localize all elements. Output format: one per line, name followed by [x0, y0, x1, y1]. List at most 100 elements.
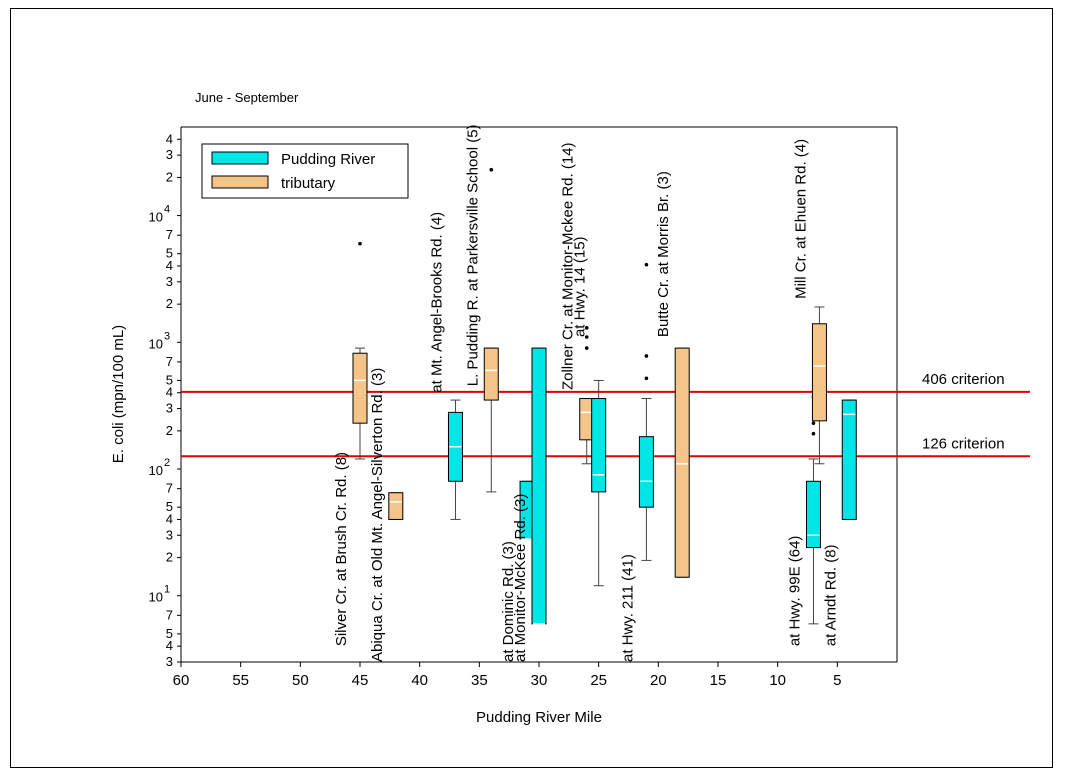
box-tributary — [811, 306, 827, 465]
box-tributary — [483, 167, 499, 493]
x-tick-label: 10 — [769, 672, 786, 689]
x-tick-label: 60 — [173, 672, 190, 689]
box-pudding-river — [638, 262, 654, 561]
box-iqr — [531, 347, 547, 625]
outlier-point — [811, 431, 816, 436]
outlier-point — [584, 326, 589, 330]
box-label: L. Pudding R. at Parkersville School (5) — [464, 124, 481, 386]
box-label: at Hwy. 14 (15) — [572, 236, 589, 337]
outlier-point — [489, 167, 494, 172]
box-pudding-river — [531, 347, 547, 625]
box-iqr — [388, 492, 404, 520]
box-tributary — [388, 492, 404, 520]
y-tick-label: 4 — [166, 131, 173, 146]
x-tick-label: 40 — [411, 672, 428, 689]
y-tick-exponent: 1 — [164, 584, 170, 596]
box-label: Zollner Cr. at Monitor-Mckee Rd. (14) — [560, 142, 577, 390]
box-pudding-river — [805, 395, 821, 625]
box-tributary — [579, 326, 595, 465]
y-tick-label: 5 — [166, 626, 173, 641]
box-label: at Arndt Rd. (8) — [822, 544, 839, 646]
boxes — [352, 167, 857, 625]
outlier-point — [584, 346, 589, 350]
y-tick-exponent: 4 — [164, 204, 170, 216]
box-label: Butte Cr. at Morris Br. (3) — [655, 171, 672, 337]
box-iqr — [352, 352, 368, 424]
box-pudding-river — [841, 399, 857, 520]
y-tick-label: 3 — [166, 654, 173, 669]
x-tick-label: 50 — [292, 672, 309, 689]
x-tick-label: 30 — [531, 672, 548, 689]
outlier-point — [584, 335, 589, 339]
y-tick-label: 2 — [166, 169, 173, 184]
box-label: at Hwy. 99E (64) — [786, 536, 803, 647]
y-tick-label: 10 — [149, 210, 163, 225]
box-tributary — [352, 241, 368, 460]
box-pudding-river — [591, 379, 607, 587]
outlier-point — [358, 241, 362, 246]
box-iqr — [805, 480, 821, 549]
legend-swatch — [211, 151, 269, 165]
legend-label: Pudding River — [281, 151, 375, 168]
box-label: at Dominic Rd. (3) — [500, 541, 517, 662]
y-tick-label: 7 — [166, 354, 173, 369]
box-iqr — [674, 347, 690, 578]
y-tick-label: 10 — [149, 590, 163, 605]
reference-line-label: 406 criterion — [922, 371, 1005, 388]
box-label: at Hwy. 211 (41) — [619, 554, 636, 662]
box-labels: Silver Cr. at Brush Cr. Rd. (8) Abiqua Cr… — [333, 124, 839, 662]
y-axis-label: E. coli (mpn/100 mL) — [110, 325, 127, 463]
legend-swatch — [211, 175, 269, 189]
y-tick-label: 2 — [166, 423, 173, 438]
y-tick-label: 5 — [166, 372, 173, 387]
y-tick-label: 10 — [149, 336, 163, 351]
y-tick-label: 2 — [166, 550, 173, 565]
x-tick-label: 35 — [471, 672, 488, 689]
box-iqr — [811, 323, 827, 422]
outlier-point — [644, 354, 649, 358]
legend-label: tributary — [281, 175, 336, 192]
y-tick-label: 5 — [166, 246, 173, 261]
y-tick-label: 2 — [166, 296, 173, 311]
box-label: at Mt. Angel-Brooks Rd. (4) — [428, 212, 445, 393]
x-tick-label: 45 — [352, 672, 369, 689]
y-tick-label: 4 — [166, 638, 173, 653]
box-label: Silver Cr. at Brush Cr. Rd. (8) — [333, 452, 350, 646]
y-tick-label: 7 — [166, 607, 173, 622]
box-label: at Monitor-McKee Rd. (3) — [512, 494, 529, 662]
y-tick-label: 4 — [166, 511, 173, 526]
x-axis-label: Pudding River Mile — [476, 709, 602, 726]
box-iqr — [591, 398, 607, 493]
x-tick-label: 20 — [650, 672, 667, 689]
x-tick-label: 15 — [710, 672, 727, 689]
box-iqr — [483, 347, 499, 401]
y-tick-label: 3 — [166, 147, 173, 162]
x-tick-label: 5 — [833, 672, 841, 689]
y-tick-label: 5 — [166, 499, 173, 514]
y-tick-exponent: 3 — [164, 330, 170, 342]
box-iqr — [638, 436, 654, 508]
y-tick-label: 3 — [166, 401, 173, 416]
reference-line-label: 126 criterion — [922, 435, 1005, 452]
box-pudding-river — [447, 399, 463, 520]
box-pudding-river — [519, 480, 535, 540]
x-tick-label: 55 — [232, 672, 249, 689]
x-ticks: 60 55 50 45 40 35 30 25 20 15 10 5 — [173, 662, 842, 689]
chart-subtitle: June - September — [195, 90, 299, 105]
y-tick-label: 3 — [166, 527, 173, 542]
y-tick-label: 10 — [149, 463, 163, 478]
y-tick-label: 4 — [166, 385, 173, 400]
box-tributary — [674, 347, 690, 578]
x-tick-label: 25 — [590, 672, 607, 689]
y-tick-label: 7 — [166, 227, 173, 242]
y-tick-label: 3 — [166, 274, 173, 289]
outlier-point — [644, 262, 649, 267]
box-label: Mill Cr. at Ehuen Rd. (4) — [792, 139, 809, 299]
y-tick-exponent: 2 — [164, 457, 170, 469]
y-tick-label: 4 — [166, 258, 173, 273]
box-iqr — [841, 399, 857, 520]
outlier-point — [644, 376, 649, 381]
outlier-point — [811, 421, 816, 425]
